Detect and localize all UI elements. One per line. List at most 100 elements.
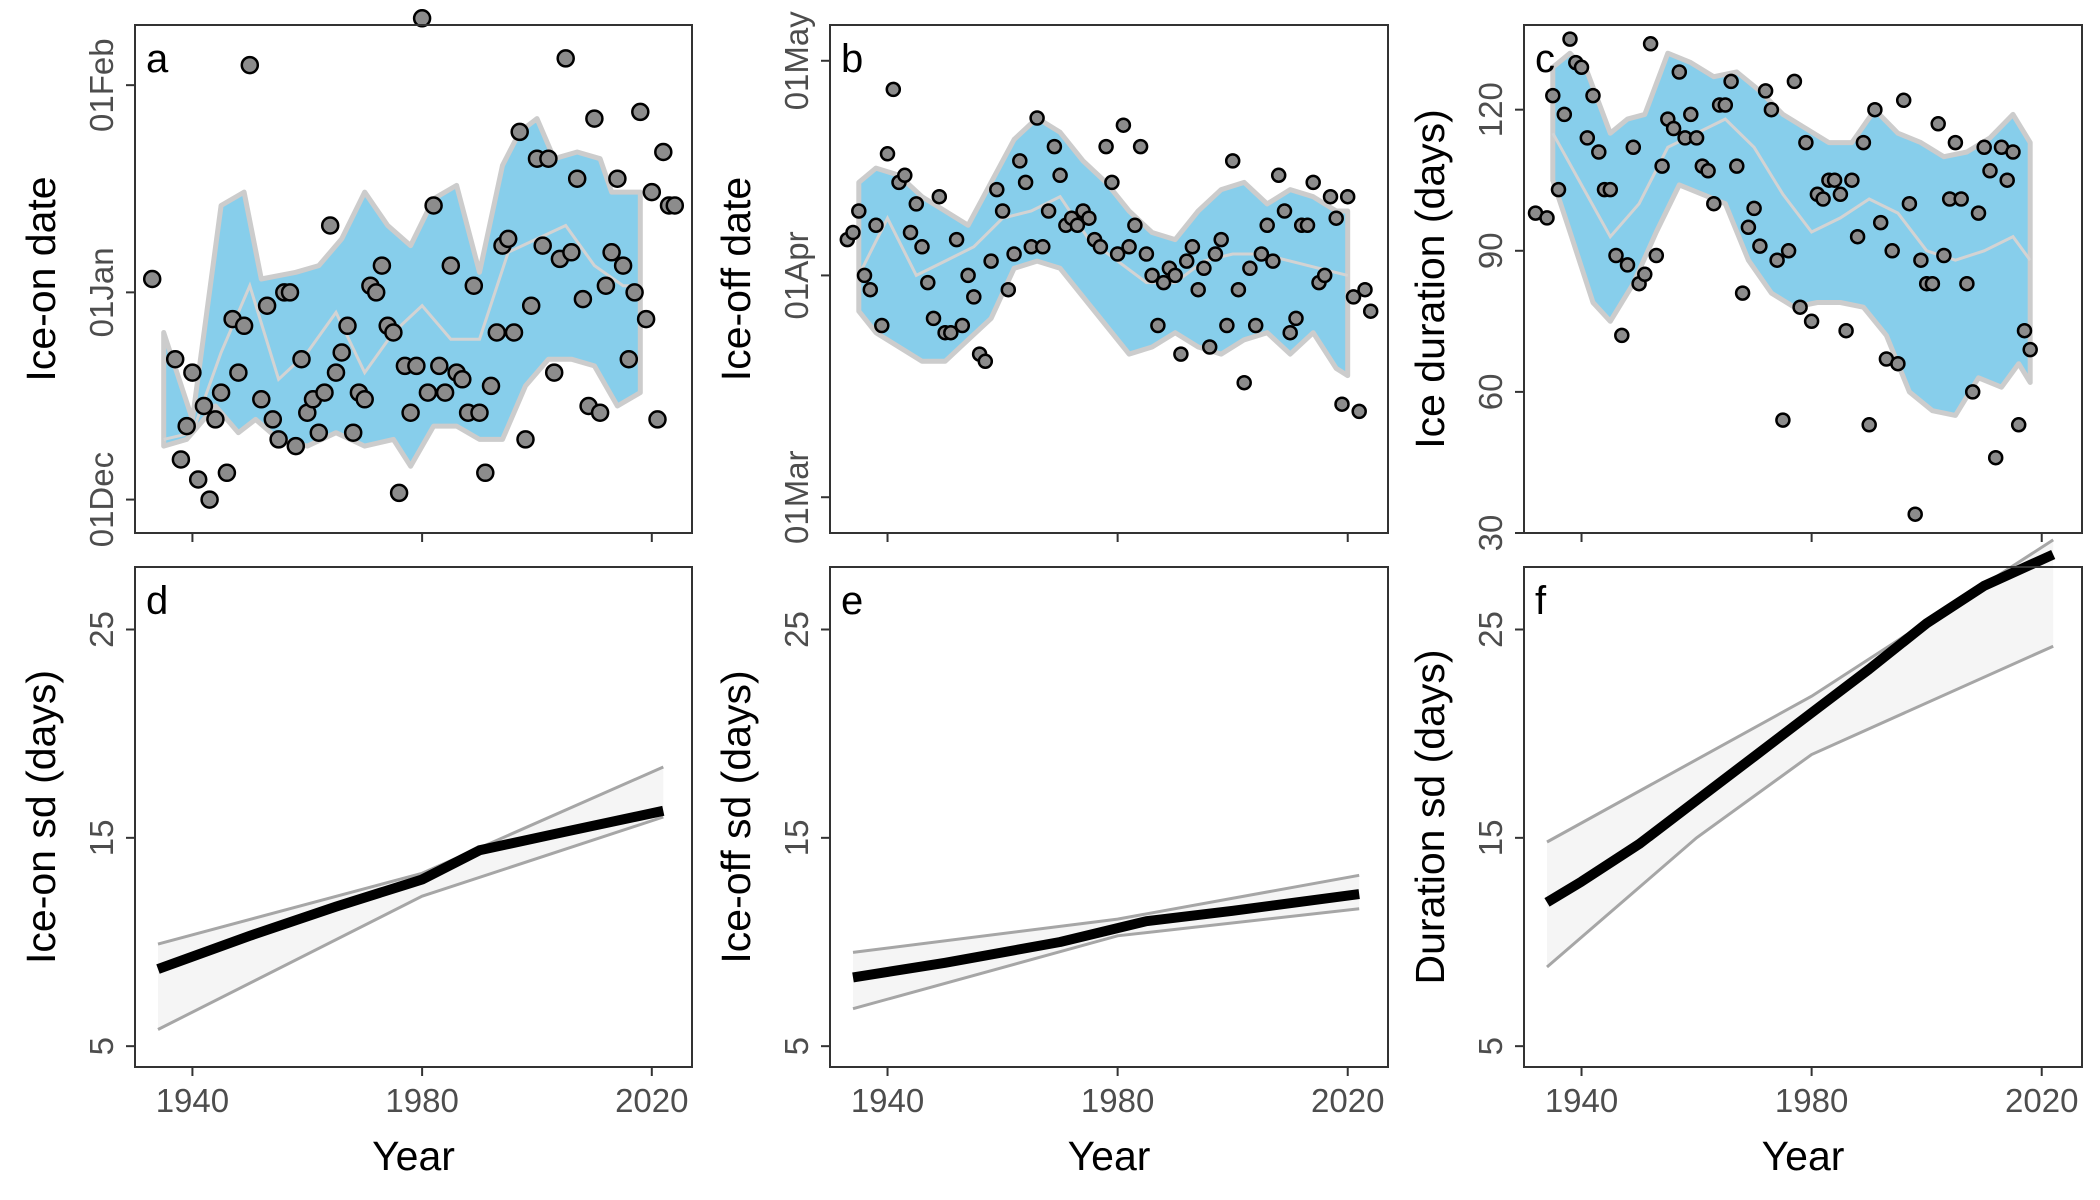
data-point	[1855, 134, 1872, 151]
data-point	[1780, 243, 1797, 259]
data-point	[430, 356, 449, 376]
data-point	[1282, 324, 1298, 341]
data-point	[481, 376, 501, 396]
panel-frame	[134, 566, 693, 1068]
data-point	[1884, 243, 1900, 259]
data-point	[1688, 130, 1705, 146]
x-axis-title: Year	[372, 1133, 455, 1179]
data-point	[1936, 247, 1952, 264]
data-point	[504, 323, 524, 342]
data-point	[389, 483, 409, 503]
y-tick-label: 5	[83, 1037, 120, 1055]
data-point	[252, 390, 271, 409]
data-point	[1328, 210, 1344, 226]
data-point	[1224, 153, 1241, 169]
data-point	[1334, 396, 1350, 412]
data-point	[401, 403, 420, 422]
data-point	[1288, 310, 1304, 327]
data-point	[412, 9, 432, 28]
data-point	[1201, 339, 1218, 355]
data-point	[948, 231, 965, 248]
data-point	[234, 316, 254, 336]
data-point	[654, 142, 673, 162]
data-point	[424, 196, 443, 215]
data-point	[1562, 31, 1578, 47]
data-point	[897, 167, 913, 184]
data-point	[2005, 144, 2021, 160]
data-point	[1798, 134, 1814, 151]
data-point	[1253, 246, 1270, 262]
data-point	[1190, 281, 1206, 298]
data-point	[1746, 200, 1762, 217]
data-point	[1648, 247, 1665, 264]
y-axis-title: Ice-off sd (days)	[713, 670, 759, 963]
y-axis-title: Ice-on date	[18, 176, 64, 381]
y-tick-label: 01Jan	[83, 247, 120, 337]
data-point	[292, 349, 311, 369]
data-point	[1305, 174, 1321, 191]
band-lower-line	[1546, 644, 2054, 969]
data-point	[1550, 181, 1567, 198]
data-point	[1556, 106, 1573, 123]
panel-letter: e	[841, 579, 863, 623]
data-point	[1035, 239, 1051, 255]
data-point	[1092, 239, 1109, 255]
data-point	[1637, 266, 1653, 283]
data-point	[1219, 317, 1235, 334]
data-point	[1316, 267, 1333, 284]
data-point	[1706, 195, 1722, 212]
data-point	[171, 450, 191, 469]
data-point	[326, 363, 346, 382]
data-point	[1017, 174, 1034, 191]
data-point	[2022, 341, 2038, 358]
data-point	[165, 349, 185, 369]
data-point	[1872, 214, 1889, 231]
panel-frame	[829, 566, 1389, 1068]
panel-a: 01Dec 01Jan 01Feb Ice-on date a	[18, 9, 693, 547]
data-point	[1964, 384, 1981, 400]
x-tick-label: 1980	[385, 1082, 458, 1119]
data-point	[1671, 64, 1688, 80]
panel-frame	[1523, 24, 2083, 534]
data-point	[1654, 158, 1670, 174]
data-point	[625, 283, 644, 302]
data-point	[573, 289, 593, 309]
data-point	[257, 296, 277, 315]
data-point	[1052, 167, 1068, 184]
data-point	[1930, 116, 1946, 132]
data-point	[1890, 355, 1906, 372]
y-tick-label: 01Feb	[83, 38, 120, 132]
data-point	[1247, 317, 1264, 334]
data-point	[1357, 281, 1373, 298]
data-point	[977, 353, 994, 370]
data-point	[966, 289, 982, 305]
data-point	[1322, 188, 1339, 205]
y-axis-title: Ice-on sd (days)	[18, 670, 64, 964]
panel-letter: f	[1535, 579, 1547, 623]
data-point	[1339, 188, 1356, 205]
y-tick-label: 01May	[778, 11, 815, 111]
data-point	[1196, 260, 1212, 277]
x-tick-label: 1980	[1775, 1082, 1848, 1119]
panel-c: 30 60 90 120 Ice duration (days) c	[1407, 24, 2083, 551]
data-point	[879, 146, 896, 162]
data-point	[931, 188, 948, 205]
data-point	[498, 229, 518, 249]
x-axis-title: Year	[1762, 1133, 1845, 1179]
data-point	[177, 416, 196, 436]
median-line	[1551, 117, 2032, 262]
data-point	[1608, 247, 1624, 264]
y-axis-title: Duration sd (days)	[1407, 650, 1453, 985]
data-point	[1579, 130, 1596, 146]
data-point	[1040, 203, 1057, 219]
data-point	[1144, 267, 1160, 284]
data-point	[608, 169, 627, 188]
data-point	[1769, 252, 1785, 268]
data-point	[2010, 417, 2027, 433]
x-tick-label: 2020	[2005, 1082, 2078, 1119]
data-point	[206, 410, 225, 429]
y-tick-label: 01Apr	[778, 231, 815, 319]
panel-b: 01Mar 01Apr 01May Ice-off date b	[713, 11, 1389, 544]
data-point	[1539, 210, 1555, 226]
panel-letter: b	[841, 37, 863, 81]
